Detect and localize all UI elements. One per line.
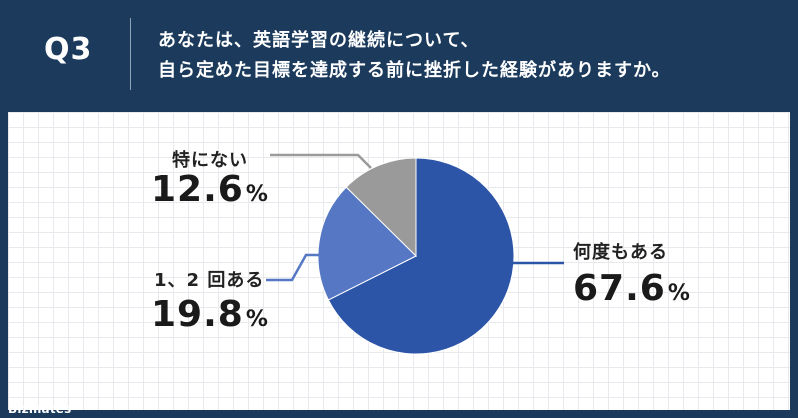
pie-chart (266, 153, 564, 355)
percent-unit: % (245, 182, 268, 207)
leader-line-not-really (270, 153, 372, 169)
question-text: あなたは、英語学習の継続について、 自ら定めた目標を達成する前に挫折した経験があ… (158, 26, 778, 86)
pie-slice-not-really (345, 157, 417, 258)
header: Q3 あなたは、英語学習の継続について、 自ら定めた目標を達成する前に挫折した経… (0, 0, 798, 112)
pie-slice-many-times (327, 157, 515, 355)
slice-value-number: 12.6 (151, 169, 244, 210)
question-number: Q3 (44, 32, 93, 67)
question-line-1: あなたは、英語学習の継続について、 (158, 30, 480, 51)
brand-logo: Bizmates (8, 402, 72, 416)
slice-value-once-or-twice: 19.8% (151, 294, 268, 335)
leader-line-once-or-twice (266, 253, 330, 282)
question-line-2: 自ら定めた目標を達成する前に挫折した経験がありますか。 (158, 60, 671, 81)
slice-value-many-times: 67.6% (573, 268, 690, 309)
chart-panel: 何度もある 67.6% 1、2 回ある 19.8% 特にない 12.6% (8, 112, 790, 410)
slice-value-number: 67.6 (573, 268, 666, 309)
slice-label-many-times: 何度もある (573, 242, 668, 263)
slice-label-not-really: 特にない (172, 150, 248, 171)
slice-value-number: 19.8 (151, 294, 244, 335)
percent-unit: % (245, 307, 268, 332)
pie-slice-once-or-twice (317, 186, 417, 301)
header-divider (130, 18, 131, 90)
percent-unit: % (667, 281, 690, 306)
slice-label-once-or-twice: 1、2 回ある (154, 270, 265, 291)
slice-value-not-really: 12.6% (151, 169, 268, 210)
